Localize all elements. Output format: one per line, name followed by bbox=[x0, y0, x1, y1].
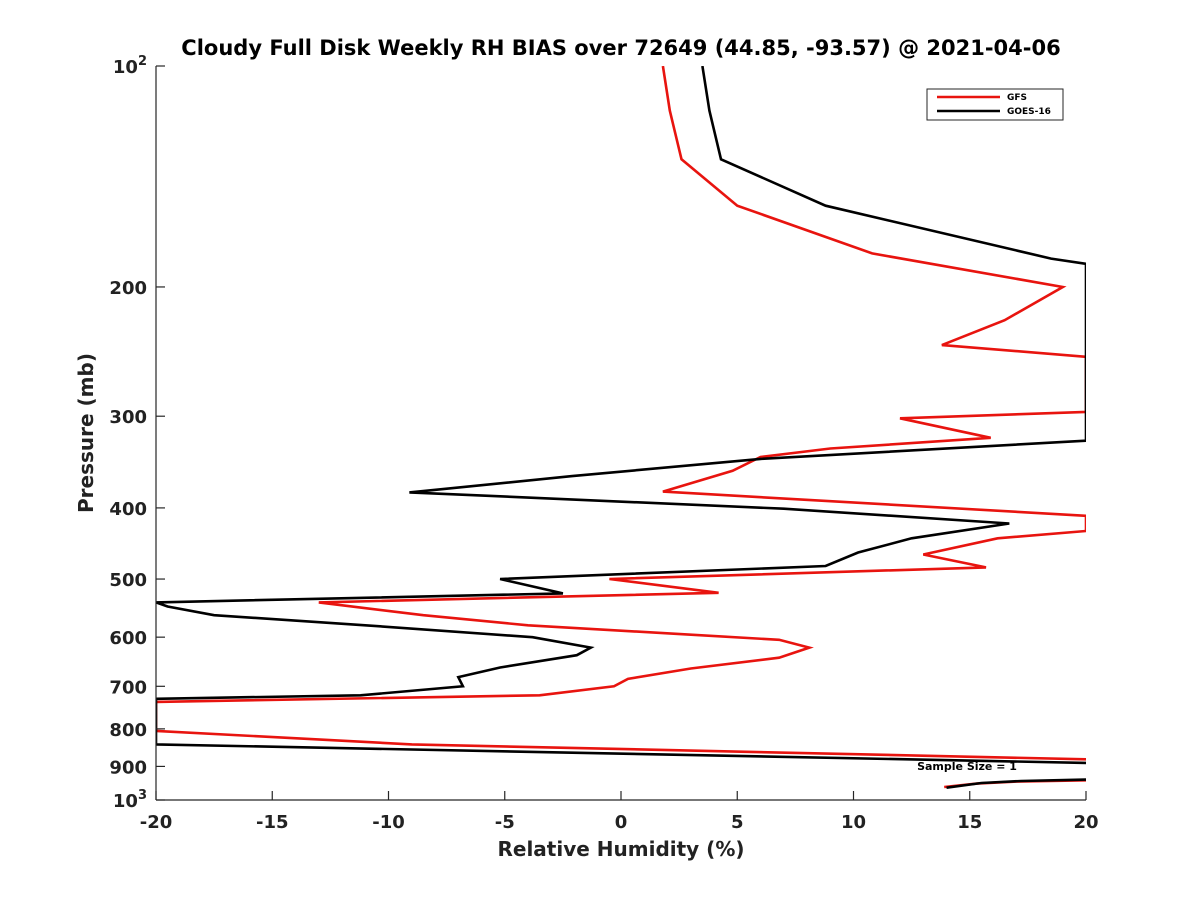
x-tick-label: 15 bbox=[957, 812, 982, 833]
x-tick-label: -15 bbox=[256, 812, 289, 833]
y-tick-label: 600 bbox=[109, 628, 147, 649]
plot-frame bbox=[156, 66, 1086, 800]
legend-label-gfs: GFS bbox=[1007, 93, 1027, 103]
x-tick-label: 20 bbox=[1073, 812, 1098, 833]
x-tick-label: -10 bbox=[372, 812, 405, 833]
y-tick-label: 500 bbox=[109, 570, 147, 591]
y-tick-label: 300 bbox=[109, 407, 147, 428]
y-axis-label: Pressure (mb) bbox=[74, 353, 98, 513]
x-tick-label: -5 bbox=[495, 812, 515, 833]
chart-title: Cloudy Full Disk Weekly RH BIAS over 726… bbox=[181, 36, 1060, 60]
plot-area bbox=[155, 66, 1086, 801]
series-layer bbox=[156, 66, 1086, 789]
x-tick-label: 10 bbox=[841, 812, 866, 833]
legend-label-goes16: GOES-16 bbox=[1007, 107, 1051, 117]
y-tick-label: 700 bbox=[109, 677, 147, 698]
y-tick-label: 400 bbox=[109, 499, 147, 520]
x-tick-label: -20 bbox=[140, 812, 173, 833]
y-tick-label: 800 bbox=[109, 720, 147, 741]
x-tick-label: 5 bbox=[731, 812, 744, 833]
y-ticks: 102 200 300 400 500 600 700 800 900 103 bbox=[109, 54, 165, 812]
series-line-gfs bbox=[156, 66, 1086, 761]
x-tick-label: 0 bbox=[615, 812, 628, 833]
legend: GFS GOES-16 bbox=[926, 88, 1064, 121]
legend-box bbox=[926, 88, 1064, 121]
y-tick-label: 900 bbox=[109, 757, 147, 778]
x-axis-label: Relative Humidity (%) bbox=[497, 837, 744, 861]
y-tick-label: 200 bbox=[109, 278, 147, 299]
series-line-goes16 bbox=[156, 66, 1086, 765]
y-tick-label: 102 bbox=[113, 54, 147, 78]
x-ticks: -20 -15 -10 -5 0 5 10 15 20 bbox=[140, 791, 1099, 833]
y-tick-label: 103 bbox=[113, 788, 147, 812]
series-fragment-goes16 bbox=[946, 778, 1086, 789]
sample-size-annotation: Sample Size = 1 bbox=[917, 760, 1017, 773]
